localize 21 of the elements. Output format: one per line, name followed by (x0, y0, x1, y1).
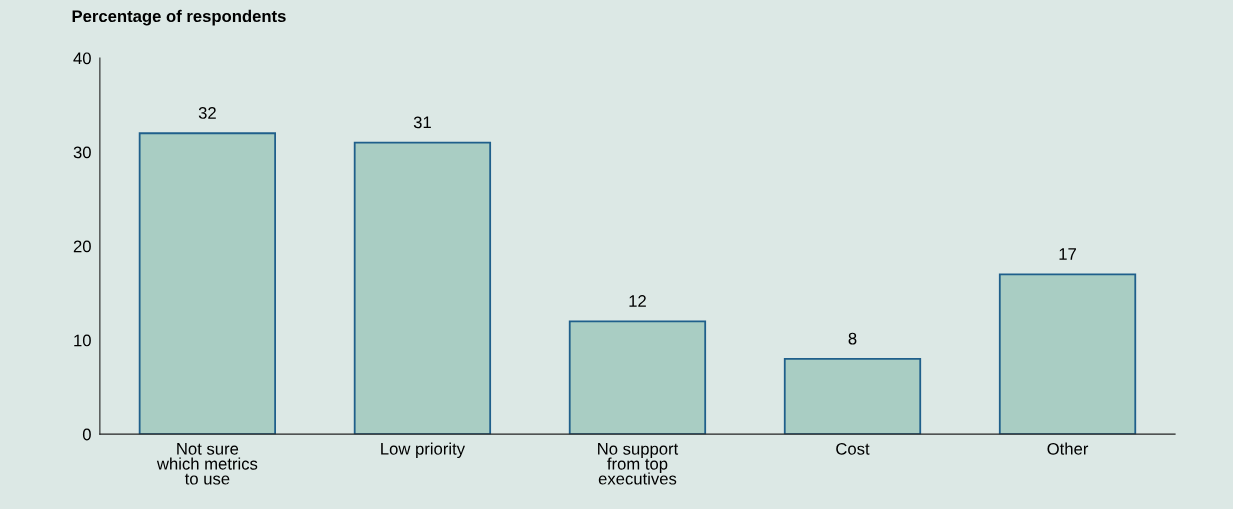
x-tick-label: Not sure which metrics to use (156, 443, 258, 485)
bar (138, 132, 277, 435)
bar (783, 358, 922, 435)
x-tick-label: Other (1047, 442, 1089, 455)
y-tick-label: 20 (73, 240, 91, 253)
y-axis-title: Percentage of respondents (72, 9, 286, 26)
data-label: 12 (629, 295, 646, 307)
x-tick-label: No support from top executives (598, 443, 679, 485)
y-tick-label: 0 (82, 428, 91, 441)
y-tick-label: 40 (73, 52, 91, 65)
data-label: 32 (198, 107, 216, 119)
x-tick-label: Low priority (381, 442, 465, 459)
data-label: 8 (848, 332, 857, 345)
data-label: 31 (413, 116, 431, 129)
bar (568, 320, 707, 435)
data-label: 17 (1059, 248, 1076, 260)
x-tick-label: Cost (836, 442, 870, 455)
y-tick-label: 10 (74, 334, 91, 347)
y-tick-label: 30 (73, 146, 91, 159)
bar (998, 273, 1137, 435)
bar (353, 141, 492, 435)
